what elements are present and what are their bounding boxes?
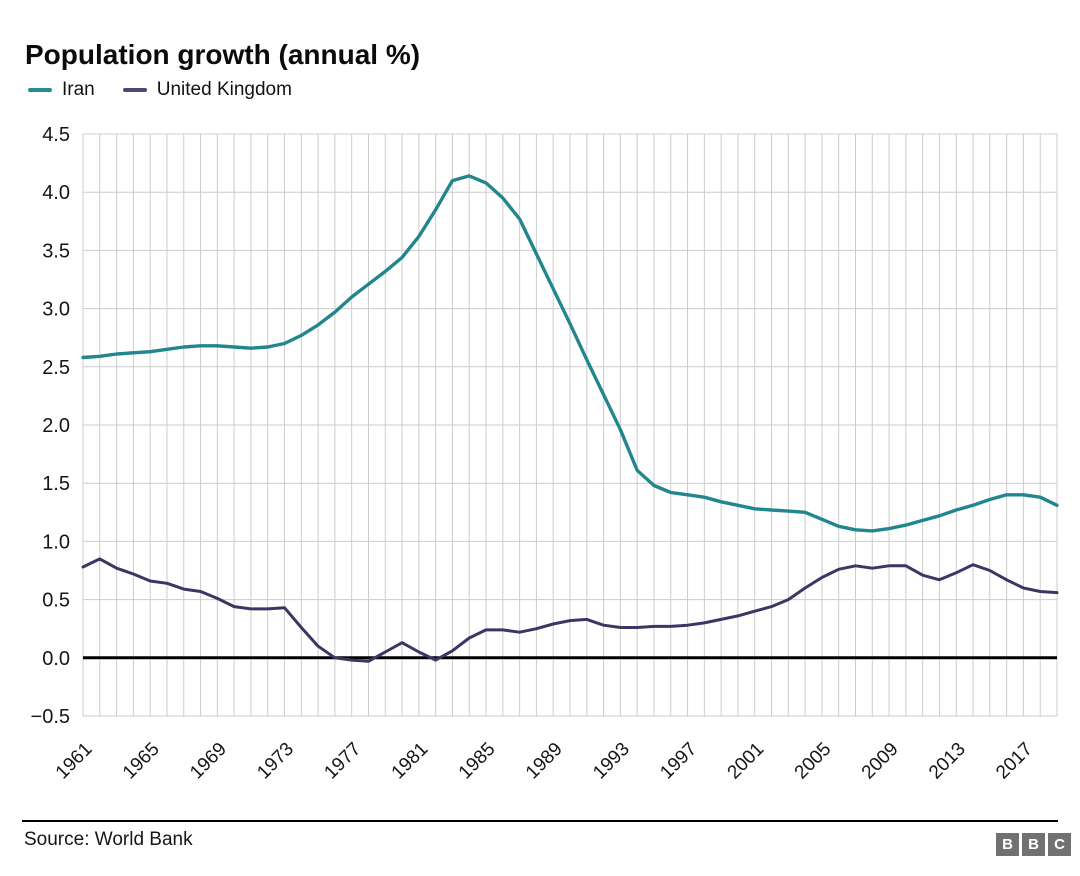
y-tick-label: 2.0 [42, 415, 70, 437]
x-tick-label: 1981 [388, 739, 433, 784]
x-tick-label: 2017 [992, 739, 1037, 784]
legend-item-iran: Iran [28, 79, 95, 101]
x-tick-label: 1965 [119, 739, 164, 784]
x-tick-label: 1973 [253, 739, 298, 784]
y-tick-label: 2.5 [42, 357, 70, 379]
x-tick-label: 1969 [186, 739, 231, 784]
y-tick-label: 0.0 [42, 648, 70, 670]
source-text: Source: World Bank [24, 829, 193, 850]
x-tick-label: 1961 [52, 739, 97, 784]
legend-item-united-kingdom: United Kingdom [122, 79, 292, 101]
bbc-logo: B B C [996, 833, 1071, 856]
legend-label-united-kingdom: United Kingdom [156, 79, 292, 100]
bbc-logo-letter: B [1022, 833, 1045, 856]
x-tick-label: 2009 [858, 739, 903, 784]
y-tick-label: 0.5 [42, 590, 70, 612]
bbc-logo-letter: B [996, 833, 1019, 856]
x-tick-label: 1993 [589, 739, 634, 784]
x-tick-label: 1997 [656, 739, 701, 784]
x-tick-label: 1985 [455, 739, 500, 784]
bbc-logo-letter: C [1048, 833, 1071, 856]
y-tick-label: 3.0 [42, 299, 70, 321]
line-chart: 4.5 4.0 3.5 3.0 2.5 2.0 1.5 1.0 0.5 0.0 −0.5 1961 19… [31, 124, 1059, 784]
united-kingdom-line-swatch [122, 88, 147, 92]
x-tick-label: 2005 [791, 739, 836, 784]
iran-line [81, 174, 1059, 533]
y-tick-label: 4.0 [42, 182, 70, 204]
y-tick-label: 4.5 [42, 124, 70, 146]
united-kingdom-line [81, 557, 1059, 663]
x-tick-label: 1977 [320, 739, 365, 784]
y-tick-label: 3.5 [42, 240, 70, 262]
y-tick-label: 1.0 [42, 531, 70, 553]
footer-divider [22, 820, 1058, 822]
legend-label-iran: Iran [62, 79, 95, 100]
page-title: Population growth (annual %) [25, 38, 421, 70]
legend: Iran United Kingdom [28, 79, 292, 101]
x-tick-label: 2001 [724, 739, 769, 784]
x-tick-label: 2013 [925, 739, 970, 784]
y-tick-label: −0.5 [31, 706, 70, 728]
y-tick-label: 1.5 [42, 473, 70, 495]
iran-line-swatch [28, 88, 52, 92]
x-tick-label: 1989 [522, 739, 567, 784]
